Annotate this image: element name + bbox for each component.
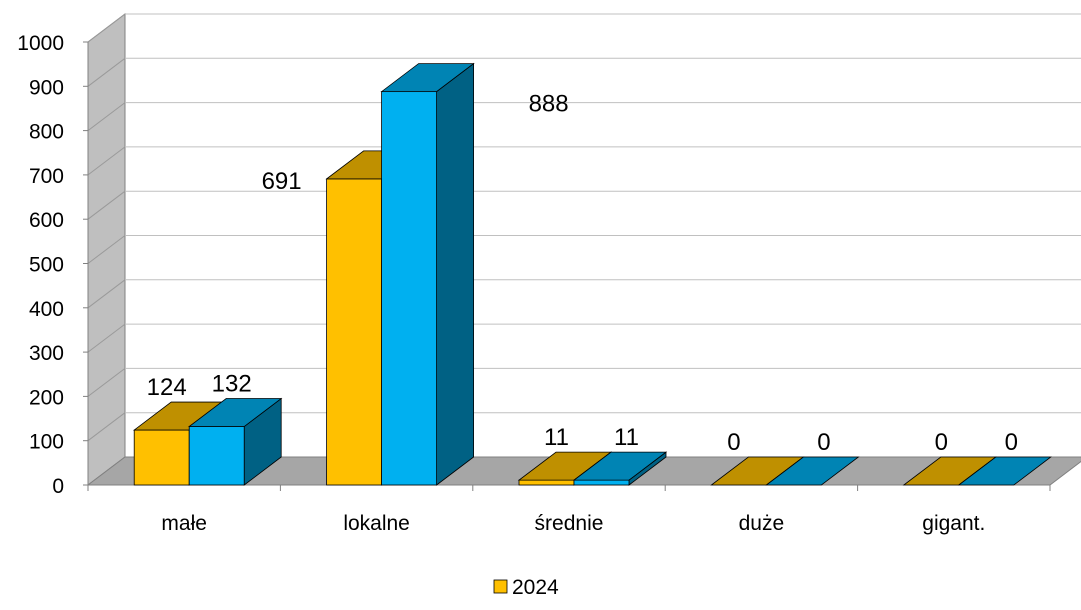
x-axis: małe lokalne średnie duże gigant. bbox=[87, 484, 1051, 535]
data-label: 132 bbox=[212, 371, 252, 398]
bar-front bbox=[381, 91, 438, 486]
gridline-side bbox=[87, 13, 126, 43]
data-label: 0 bbox=[727, 429, 740, 456]
data-label: 0 bbox=[817, 429, 830, 456]
gridline-side bbox=[87, 412, 126, 442]
gridline-side bbox=[87, 235, 126, 264]
bar-front bbox=[188, 426, 245, 486]
gridline-side bbox=[87, 57, 126, 87]
bar-side bbox=[436, 62, 475, 486]
y-axis: 0 100 200 300 400 500 600 700 800 900 1000 bbox=[17, 32, 89, 498]
bar bbox=[188, 397, 283, 486]
gridline-side bbox=[87, 190, 126, 220]
bar-top bbox=[380, 63, 475, 93]
bar-front bbox=[518, 479, 575, 486]
y-tick-label: 800 bbox=[29, 121, 64, 144]
bar-top bbox=[572, 451, 668, 481]
gridlines bbox=[87, 13, 1081, 486]
y-tick-label: 400 bbox=[29, 298, 64, 321]
y-tick-label: 700 bbox=[29, 165, 64, 188]
legend: 2024 bbox=[493, 576, 559, 599]
data-label: 124 bbox=[147, 374, 187, 401]
x-tick-label: małe bbox=[161, 512, 207, 535]
y-tick-label: 100 bbox=[29, 431, 64, 454]
data-labels: 124 132 691 888 11 11 0 0 0 0 bbox=[147, 91, 1018, 456]
x-tick-label: gigant. bbox=[922, 512, 985, 535]
bar bbox=[765, 456, 860, 486]
bar-top bbox=[957, 456, 1052, 486]
y-tick-label: 0 bbox=[52, 475, 64, 498]
gridline-side bbox=[87, 368, 126, 397]
data-label: 0 bbox=[935, 429, 948, 456]
gridline-side bbox=[87, 102, 126, 131]
bar-top bbox=[765, 456, 860, 486]
gridline-side bbox=[87, 279, 126, 309]
gridline-side bbox=[87, 323, 126, 353]
data-label: 888 bbox=[529, 91, 569, 118]
bar-top bbox=[188, 398, 283, 427]
data-label: 0 bbox=[1005, 429, 1018, 456]
x-tick-label: średnie bbox=[535, 512, 604, 535]
data-label: 11 bbox=[614, 424, 639, 451]
x-tick-label: duże bbox=[739, 512, 785, 535]
bar-front bbox=[573, 479, 630, 486]
bar bbox=[957, 456, 1052, 486]
bar bbox=[380, 62, 475, 486]
y-tick-label: 900 bbox=[29, 76, 64, 99]
y-tick-label: 600 bbox=[29, 209, 64, 232]
bar bbox=[572, 451, 668, 486]
bar-front bbox=[133, 429, 190, 486]
y-tick-label: 500 bbox=[29, 254, 64, 277]
legend-label-2024: 2024 bbox=[512, 576, 559, 599]
bar-front bbox=[326, 178, 383, 486]
y-tick-label: 200 bbox=[29, 386, 64, 409]
data-label: 691 bbox=[262, 168, 302, 195]
data-label: 11 bbox=[544, 424, 569, 451]
legend-swatch-2024 bbox=[493, 579, 508, 594]
gridline-side bbox=[87, 146, 126, 176]
y-tick-label: 1000 bbox=[17, 32, 64, 55]
y-tick-label: 300 bbox=[29, 342, 64, 365]
bars bbox=[133, 62, 1052, 486]
x-tick-label: lokalne bbox=[343, 512, 410, 535]
